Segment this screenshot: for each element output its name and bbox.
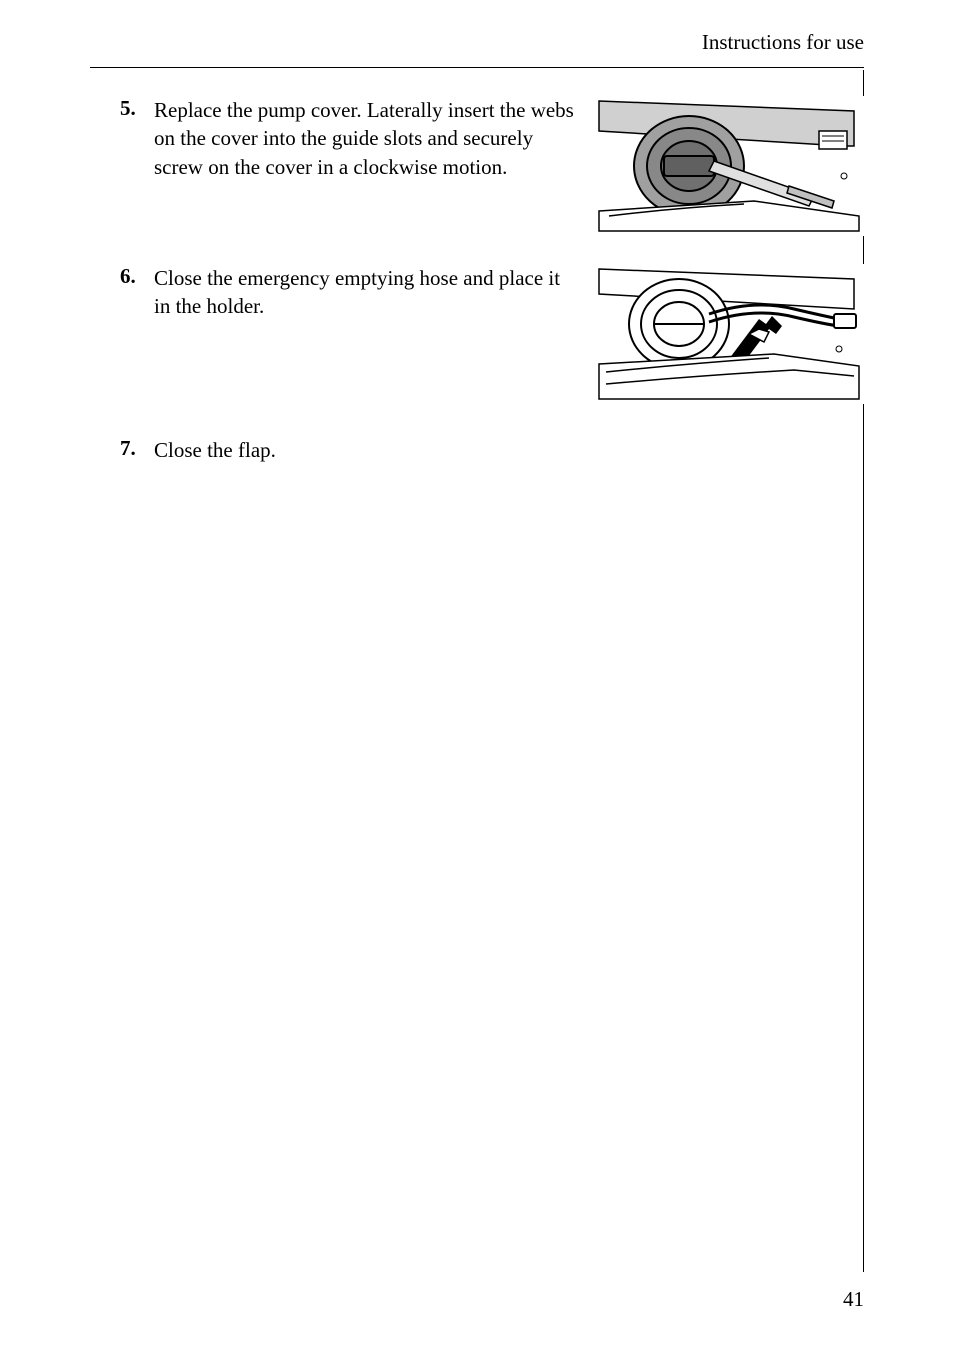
pump-cover-drawing-icon bbox=[594, 96, 864, 236]
step-5-text-column: 5. Replace the pump cover. Laterally ins… bbox=[90, 96, 594, 181]
step-7-text-column: 7. Close the flap. bbox=[90, 436, 864, 464]
step-5-number: 5. bbox=[120, 96, 148, 121]
step-6-text: Close the emergency emptying hose and pl… bbox=[154, 264, 574, 321]
content-area: 5. Replace the pump cover. Laterally ins… bbox=[90, 96, 864, 464]
header-title: Instructions for use bbox=[702, 30, 864, 54]
step-6-row: 6. Close the emergency emptying hose and… bbox=[90, 264, 864, 404]
pump-cover-illustration bbox=[594, 96, 864, 236]
step-7-text: Close the flap. bbox=[154, 436, 276, 464]
step-6-text-column: 6. Close the emergency emptying hose and… bbox=[90, 264, 594, 321]
step-5-row: 5. Replace the pump cover. Laterally ins… bbox=[90, 96, 864, 236]
page-header: Instructions for use bbox=[90, 30, 864, 68]
step-6-illustration-column bbox=[594, 264, 864, 404]
step-7-number: 7. bbox=[120, 436, 148, 461]
step-5-text: Replace the pump cover. Laterally insert… bbox=[154, 96, 574, 181]
step-7-row: 7. Close the flap. bbox=[90, 436, 864, 464]
step-6-number: 6. bbox=[120, 264, 148, 289]
step-5-illustration-column bbox=[594, 96, 864, 236]
page-number: 41 bbox=[843, 1287, 864, 1312]
page-container: Instructions for use 5. Replace the pump… bbox=[0, 0, 954, 1352]
hose-placement-drawing-icon bbox=[594, 264, 864, 404]
hose-placement-illustration bbox=[594, 264, 864, 404]
